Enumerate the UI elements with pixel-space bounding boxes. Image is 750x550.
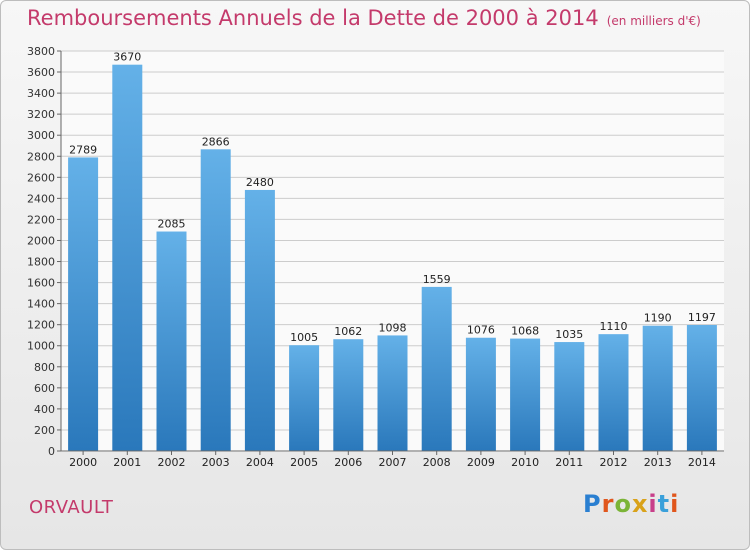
- x-tick-label: 2002: [158, 456, 186, 469]
- bar-value-label: 1005: [290, 331, 318, 344]
- logo-letter: i: [670, 490, 680, 518]
- y-tick-label: 2800: [27, 150, 55, 163]
- y-tick-label: 1200: [27, 319, 55, 332]
- bars: 2789 3670 2085 2866 2480 1005 1062 1098 1559 1076…: [68, 51, 717, 452]
- axes: 0 200 400 600 800 1000 1200 1400 1600 1800 2000 220…: [27, 45, 724, 469]
- chart-subtitle: (en milliers d'€): [606, 14, 701, 28]
- y-tick-label: 400: [34, 403, 55, 416]
- y-tick-label: 1800: [27, 256, 55, 269]
- bar-value-label: 2480: [246, 176, 274, 189]
- y-tick-label: 0: [48, 445, 55, 458]
- logo-letter: P: [583, 490, 602, 518]
- y-tick-label: 200: [34, 424, 55, 437]
- commune-name: ORVAULT: [29, 497, 114, 518]
- x-tick-label: 2004: [246, 456, 274, 469]
- x-tick-label: 2007: [379, 456, 407, 469]
- x-tick-label: 2001: [113, 456, 141, 469]
- bar-2010: [510, 338, 541, 451]
- bar-2007: [377, 335, 408, 451]
- y-tick-label: 2400: [27, 192, 55, 205]
- y-tick-label: 1000: [27, 340, 55, 353]
- bar-value-label: 2789: [69, 143, 97, 156]
- bar-value-label: 1190: [644, 312, 672, 325]
- logo-letter: x: [631, 490, 649, 518]
- bar-value-label: 3670: [113, 51, 141, 64]
- bar-value-label: 2866: [202, 135, 230, 148]
- y-tick-label: 2600: [27, 171, 55, 184]
- logo-letter: o: [614, 490, 632, 518]
- bar-value-label: 1035: [555, 328, 583, 341]
- y-tick-label: 2000: [27, 234, 55, 247]
- bar-value-label: 1110: [600, 320, 628, 333]
- bar-2001: [112, 64, 143, 452]
- y-tick-label: 3600: [27, 66, 55, 79]
- y-tick-label: 800: [34, 361, 55, 374]
- x-tick-label: 2005: [290, 456, 318, 469]
- bar-2004: [244, 189, 275, 451]
- logo-letter: r: [601, 490, 615, 518]
- bar-2008: [421, 286, 452, 451]
- bar-value-label: 1062: [334, 325, 362, 338]
- y-tick-label: 3800: [27, 45, 55, 58]
- bar-2000: [68, 157, 99, 451]
- bar-2012: [598, 334, 629, 451]
- bar-2011: [554, 342, 585, 451]
- bar-value-label: 1197: [688, 311, 716, 324]
- bar-value-label: 2085: [158, 218, 186, 231]
- y-tick-label: 3400: [27, 87, 55, 100]
- logo-letter: t: [657, 490, 671, 518]
- bar-value-label: 1076: [467, 324, 495, 337]
- x-tick-label: 2014: [688, 456, 716, 469]
- x-tick-label: 2008: [423, 456, 451, 469]
- x-tick-label: 2009: [467, 456, 495, 469]
- x-tick-label: 2006: [334, 456, 362, 469]
- chart-title-block: Remboursements Annuels de la Dette de 20…: [27, 6, 701, 30]
- bar-2005: [289, 345, 320, 451]
- y-tick-label: 600: [34, 382, 55, 395]
- bar-value-label: 1559: [423, 273, 451, 286]
- x-tick-label: 2011: [555, 456, 583, 469]
- proxiti-logo: Proxiti: [583, 490, 679, 518]
- y-tick-label: 2200: [27, 213, 55, 226]
- y-tick-label: 3200: [27, 108, 55, 121]
- x-tick-label: 2003: [202, 456, 230, 469]
- logo-letter: i: [648, 490, 658, 518]
- bar-2006: [333, 339, 364, 451]
- x-tick-label: 2012: [600, 456, 628, 469]
- chart-title: Remboursements Annuels de la Dette de 20…: [27, 6, 599, 30]
- x-tick-label: 2000: [69, 456, 97, 469]
- y-tick-label: 1600: [27, 277, 55, 290]
- bar-2002: [156, 231, 187, 451]
- x-tick-label: 2010: [511, 456, 539, 469]
- y-tick-label: 3000: [27, 129, 55, 142]
- bar-2014: [686, 325, 717, 451]
- bar-2003: [200, 149, 231, 451]
- y-tick-label: 1400: [27, 298, 55, 311]
- bar-value-label: 1098: [379, 321, 407, 334]
- x-tick-label: 2013: [644, 456, 672, 469]
- bar-value-label: 1068: [511, 325, 539, 338]
- bar-2009: [465, 337, 496, 451]
- bar-2013: [642, 325, 673, 451]
